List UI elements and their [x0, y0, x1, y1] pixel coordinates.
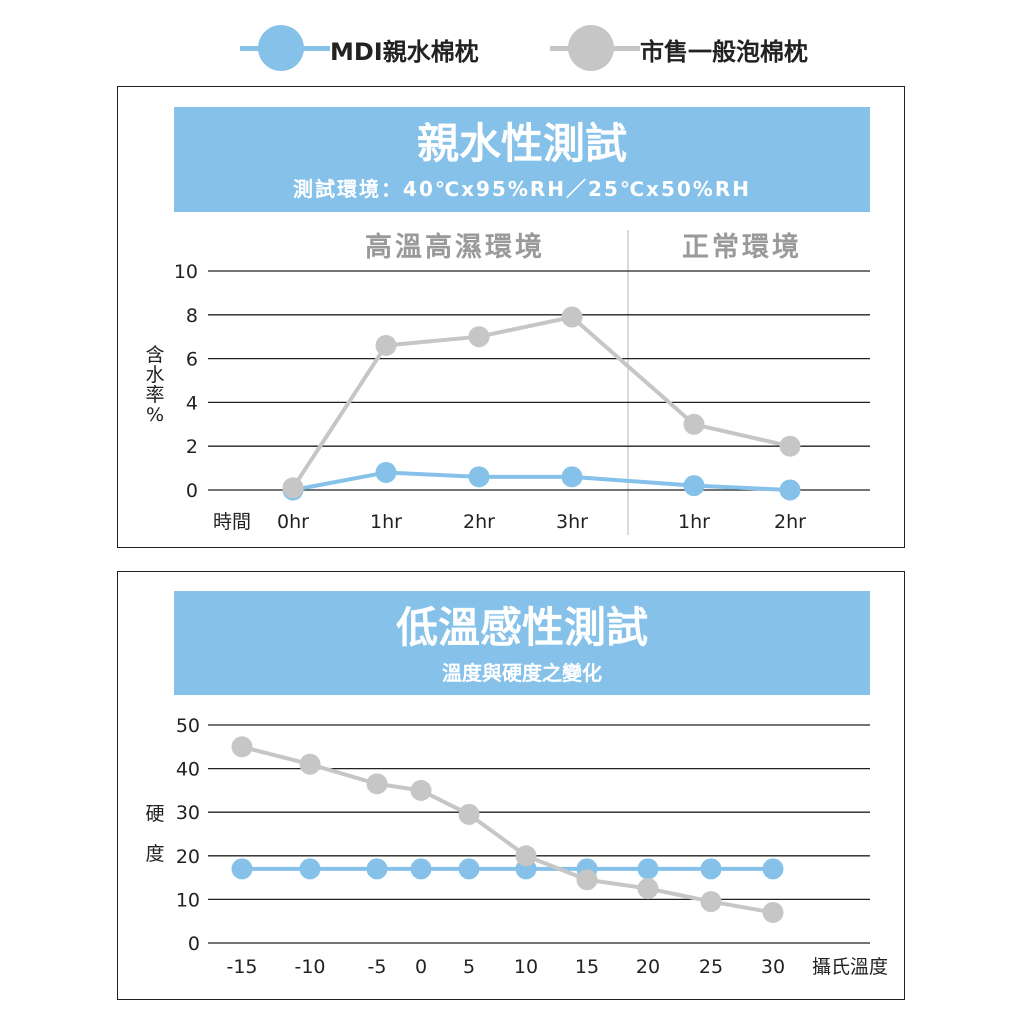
- data-point-mdi: [637, 858, 659, 880]
- hydrophilic-test-panel: 親水性測試 測試環境：40℃x95%RH／25℃x50%RH: [117, 86, 905, 548]
- data-point-mdi: [410, 858, 432, 880]
- x-tick-label: 30: [761, 956, 785, 978]
- data-point-foam: [683, 413, 705, 435]
- x-tick-label: -10: [294, 956, 325, 978]
- y-tick-label: 40: [176, 759, 200, 781]
- data-point-mdi: [366, 858, 388, 880]
- legend-marker-mdi: [258, 25, 304, 71]
- data-point-mdi: [762, 858, 784, 880]
- chart1-gridlines: [208, 270, 870, 491]
- data-point-mdi: [299, 858, 321, 880]
- legend-label-mdi: MDI親水棉枕: [330, 38, 479, 66]
- data-point-mdi: [779, 479, 801, 501]
- y-axis-title-moisture: 含水率%: [145, 344, 164, 426]
- low-temp-test-subtitle: 溫度與硬度之變化: [442, 661, 602, 685]
- data-point-mdi: [458, 858, 480, 880]
- chart2-gridlines: [208, 724, 870, 944]
- series-line-mdi: [292, 470, 791, 492]
- region-label-normal: 正常環境: [682, 232, 802, 263]
- y-tick-label: 10: [174, 261, 198, 283]
- x-tick-label: 3hr: [556, 511, 588, 533]
- y-tick-label: 6: [186, 349, 198, 371]
- data-point-foam: [282, 477, 304, 499]
- data-point-mdi: [700, 858, 722, 880]
- chart-legend: MDI親水棉枕 市售一般泡棉枕: [0, 22, 1024, 74]
- y-tick-label: 20: [176, 846, 200, 868]
- x-tick-label: 5: [463, 956, 475, 978]
- data-point-foam: [375, 334, 397, 356]
- data-point-foam: [561, 306, 583, 328]
- region-label-high-humidity: 高溫高濕環境: [365, 231, 545, 263]
- y-tick-label: 30: [176, 802, 200, 824]
- data-point-foam: [299, 753, 321, 775]
- data-point-foam: [468, 326, 490, 348]
- low-temp-test-banner: 低溫感性測試 溫度與硬度之變化: [174, 591, 870, 695]
- data-point-mdi: [375, 461, 397, 483]
- data-point-foam: [231, 736, 253, 758]
- data-point-foam: [366, 773, 388, 795]
- y-tick-label: 2: [186, 436, 198, 458]
- series-line-foam: [241, 744, 774, 915]
- data-point-mdi: [231, 858, 253, 880]
- x-axis-title-celsius: 攝氏溫度: [812, 956, 888, 978]
- chart2-series: [231, 736, 784, 923]
- y-axis-title-char: 率: [145, 384, 164, 406]
- data-point-foam: [700, 891, 722, 913]
- x-axis-title-time: 時間: [213, 511, 251, 533]
- data-point-foam: [515, 845, 537, 867]
- y-tick-label: 8: [186, 305, 198, 327]
- series-line-foam: [291, 314, 791, 489]
- low-temp-test-title: 低溫感性測試: [395, 603, 648, 652]
- chart1-series: [282, 306, 801, 501]
- y-axis-title-char: 硬: [145, 803, 164, 825]
- data-point-foam: [576, 869, 598, 891]
- data-point-foam: [410, 779, 432, 801]
- y-tick-label: 0: [186, 480, 198, 502]
- x-tick-label: 10: [514, 956, 538, 978]
- data-point-foam: [762, 901, 784, 923]
- hydrophilic-test-title: 親水性測試: [416, 119, 627, 168]
- y-axis-title-char: 水: [145, 364, 164, 386]
- data-point-mdi: [561, 466, 583, 488]
- y-tick-label: 0: [188, 933, 200, 955]
- y-axis-title-hardness: 硬度: [145, 803, 164, 865]
- data-point-mdi: [683, 475, 705, 497]
- hydrophilic-test-subtitle: 測試環境：40℃x95%RH／25℃x50%RH: [293, 177, 751, 201]
- y-tick-label: 10: [176, 889, 200, 911]
- x-tick-label: 20: [636, 956, 660, 978]
- data-point-mdi: [468, 466, 490, 488]
- x-tick-label: 25: [699, 956, 723, 978]
- legend-marker-foam: [568, 25, 614, 71]
- low-temp-test-panel: 低溫感性測試 溫度與硬度之變化: [117, 571, 905, 1000]
- chart1-y-ticks: 0 2 4 6 8 10: [174, 261, 198, 502]
- x-tick-label: 2hr: [774, 511, 806, 533]
- legend-label-foam: 市售一般泡棉枕: [640, 38, 808, 66]
- x-tick-label: 15: [575, 956, 599, 978]
- x-tick-label: -15: [226, 956, 257, 978]
- y-tick-label: 50: [176, 715, 200, 737]
- chart2-x-ticks: -15 -10 -5 0 5 10 15 20 25 30: [226, 956, 785, 978]
- chart2-y-ticks: 0 10 20 30 40 50: [176, 715, 200, 955]
- x-tick-label: 1hr: [370, 511, 402, 533]
- y-axis-title-char: %: [146, 404, 164, 426]
- x-tick-label: -5: [368, 956, 387, 978]
- x-tick-label: 0hr: [277, 511, 309, 533]
- y-axis-title-char: 度: [145, 843, 164, 865]
- y-axis-title-char: 含: [145, 344, 164, 366]
- y-tick-label: 4: [186, 392, 198, 414]
- x-tick-label: 2hr: [463, 511, 495, 533]
- data-point-foam: [637, 878, 659, 899]
- x-tick-label: 1hr: [678, 511, 710, 533]
- chart1-x-ticks: 0hr 1hr 2hr 3hr 1hr 2hr: [277, 511, 806, 533]
- data-point-foam: [779, 435, 801, 457]
- data-point-foam: [458, 803, 480, 825]
- x-tick-label: 0: [415, 956, 427, 978]
- hydrophilic-test-banner: 親水性測試 測試環境：40℃x95%RH／25℃x50%RH: [174, 107, 870, 212]
